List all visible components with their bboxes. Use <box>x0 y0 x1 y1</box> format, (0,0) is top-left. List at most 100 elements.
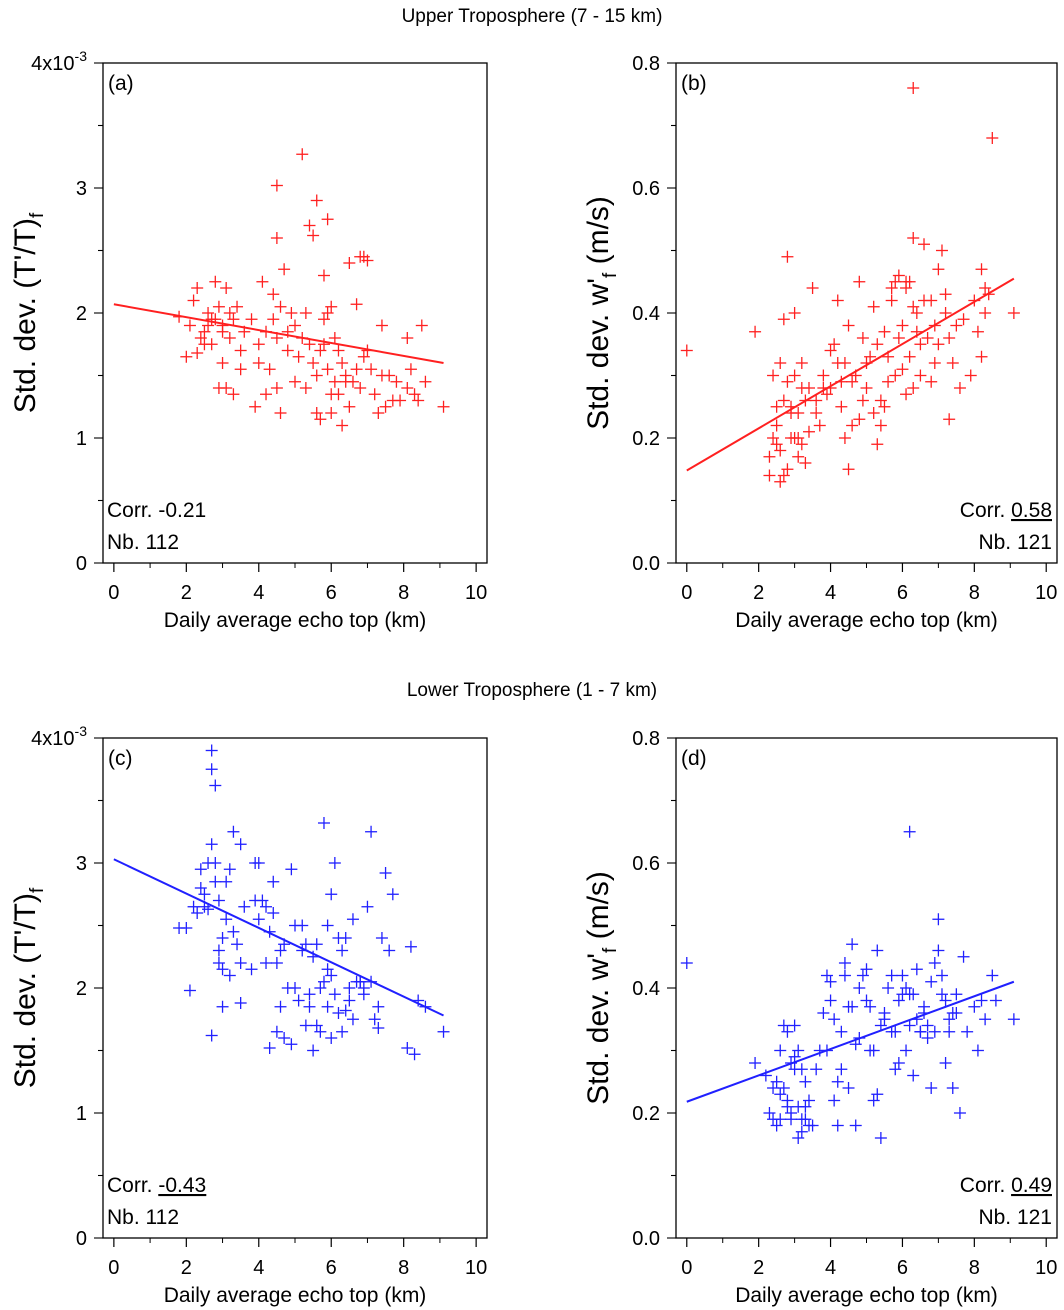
data-point <box>792 450 805 463</box>
data-point <box>835 400 848 413</box>
data-point <box>935 969 948 982</box>
data-point <box>900 1044 913 1057</box>
x-tick-label: 0 <box>108 582 119 604</box>
data-point <box>781 463 794 476</box>
data-point <box>918 1000 931 1013</box>
data-point <box>328 332 341 344</box>
data-point <box>372 1000 385 1013</box>
x-axis-label: Daily average echo top (km) <box>164 609 427 632</box>
data-point <box>260 957 273 969</box>
x-tick-label: 8 <box>398 582 409 604</box>
data-point <box>806 1119 819 1132</box>
data-point <box>223 307 236 319</box>
data-point <box>885 1025 898 1038</box>
data-point <box>946 357 959 369</box>
data-point <box>332 344 345 357</box>
x-tick-label: 0 <box>108 1257 119 1279</box>
data-point <box>234 957 247 969</box>
data-point <box>802 1094 815 1107</box>
data-point <box>310 938 323 951</box>
data-point <box>953 382 966 394</box>
data-point <box>838 957 851 969</box>
y-tick-label: 0.0 <box>632 1228 660 1250</box>
data-point <box>907 82 920 94</box>
data-point <box>882 982 895 994</box>
data-point <box>354 382 367 394</box>
data-point <box>770 419 783 432</box>
panel-label: (b) <box>681 72 707 95</box>
y-tick-label: 1 <box>76 428 87 450</box>
panel-d: 0 2 4 6 8 10 0.0 0.2 0.4 0.6 0.8 Daily average echo… <box>582 728 1058 1307</box>
data-point <box>968 1000 981 1013</box>
data-point <box>205 1029 218 1042</box>
data-point <box>896 319 909 332</box>
data-point <box>939 1057 952 1069</box>
data-point <box>281 344 294 357</box>
data-point <box>216 932 229 944</box>
data-point <box>267 875 280 888</box>
data-point <box>317 338 330 351</box>
data-point <box>957 313 970 326</box>
data-point <box>979 307 992 319</box>
correlation-label: Corr. 0.58 <box>960 499 1052 522</box>
data-point <box>914 1025 927 1038</box>
y-multiplier-label: 4x10-3 <box>31 723 87 750</box>
y-axis-label: Std. dev. (T'/T)f <box>9 887 48 1088</box>
data-point <box>314 413 327 426</box>
y-tick-label: 0.0 <box>632 553 660 575</box>
data-point <box>907 232 920 244</box>
data-point <box>223 863 236 876</box>
data-point <box>802 425 815 438</box>
data-point <box>781 375 794 388</box>
y-tick-label: 3 <box>76 178 87 200</box>
data-point <box>925 375 938 388</box>
correlation-value: 0.49 <box>1011 1174 1052 1197</box>
data-point <box>842 1082 855 1094</box>
data-point <box>209 857 222 869</box>
x-axis-label: Daily average echo top (km) <box>164 1284 427 1307</box>
sample-count-label: Nb. 121 <box>978 531 1052 554</box>
data-point <box>328 988 341 1001</box>
data-point <box>292 350 305 363</box>
data-point <box>874 419 887 432</box>
data-point <box>792 1044 805 1057</box>
data-point <box>767 369 780 382</box>
data-point <box>419 375 432 388</box>
y-axis-label: Std. dev. w'f (m/s) <box>582 196 621 430</box>
correlation-value: -0.43 <box>158 1174 206 1197</box>
data-point <box>310 1019 323 1032</box>
data-point <box>853 413 866 426</box>
data-point <box>792 432 805 444</box>
data-point <box>234 344 247 357</box>
y-tick-label: 0 <box>76 1228 87 1250</box>
data-point <box>372 407 385 419</box>
panel-b: 0 2 4 6 8 10 0.0 0.2 0.4 0.6 0.8 Daily average echo… <box>582 53 1058 632</box>
data-point <box>205 838 218 851</box>
data-point <box>907 1069 920 1082</box>
y-tick-label: 0.2 <box>632 428 660 450</box>
x-tick-label: 2 <box>181 1257 192 1279</box>
data-point <box>285 863 298 876</box>
data-point <box>878 1007 891 1019</box>
data-point <box>191 907 204 919</box>
data-point <box>289 375 301 388</box>
x-tick-label: 10 <box>1035 1257 1057 1279</box>
data-point <box>806 282 819 294</box>
data-point <box>892 269 905 282</box>
data-point <box>953 1107 966 1119</box>
data-point <box>216 325 229 338</box>
data-point <box>979 1013 992 1026</box>
data-point <box>856 394 869 407</box>
data-point <box>767 432 780 444</box>
data-point <box>220 382 233 394</box>
data-point <box>889 275 902 288</box>
data-point <box>401 332 414 344</box>
data-point <box>928 1025 941 1038</box>
data-point <box>849 1119 862 1132</box>
data-point <box>183 319 196 332</box>
data-point <box>946 1007 959 1019</box>
data-point <box>270 382 283 394</box>
data-point <box>932 338 945 351</box>
data-point <box>838 432 851 444</box>
